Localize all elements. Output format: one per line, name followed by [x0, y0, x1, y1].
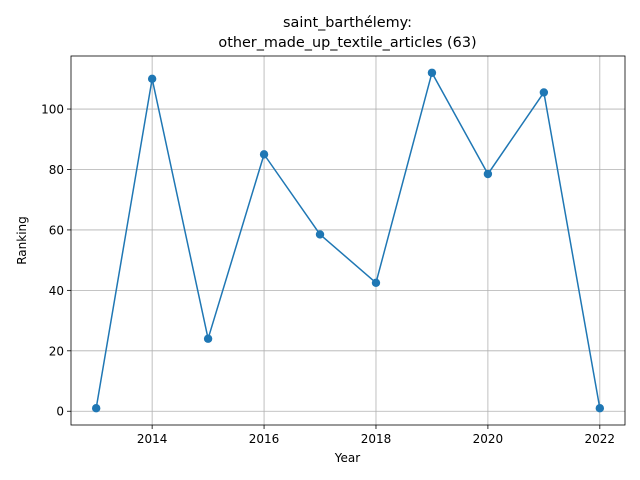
y-axis-label: Ranking [15, 216, 29, 265]
data-point [315, 230, 325, 239]
y-tick-label: 40 [49, 284, 64, 298]
data-point [371, 278, 381, 288]
data-point [259, 150, 269, 159]
x-tick-label: 2020 [473, 432, 504, 446]
chart-title-line-1: saint_barthélemy: [283, 15, 412, 31]
data-point [203, 334, 213, 343]
plot-frame [70, 55, 626, 426]
y-tick-label: 80 [49, 163, 64, 177]
x-axis-label: Year [334, 451, 360, 465]
axis-ticks: 2014 2016 2018 2020 2022 0 20 40 60 80 100 [41, 103, 615, 446]
x-tick-label: 2014 [137, 432, 168, 446]
data-point [91, 404, 101, 413]
y-tick-label: 100 [41, 103, 64, 117]
data-point [427, 68, 437, 77]
x-tick-label: 2016 [249, 432, 280, 446]
chart-title-line-2: other_made_up_textile_articles (63) [218, 35, 476, 51]
y-tick-label: 20 [49, 344, 64, 358]
data-point [483, 169, 493, 179]
data-point [147, 74, 157, 84]
y-tick-label: 0 [56, 405, 64, 419]
series-line [95, 72, 601, 409]
data-point [595, 404, 605, 413]
x-tick-label: 2022 [585, 432, 616, 446]
y-tick-label: 60 [49, 223, 64, 237]
data-series [91, 68, 605, 413]
x-tick-label: 2018 [361, 432, 392, 446]
data-point [539, 88, 549, 97]
